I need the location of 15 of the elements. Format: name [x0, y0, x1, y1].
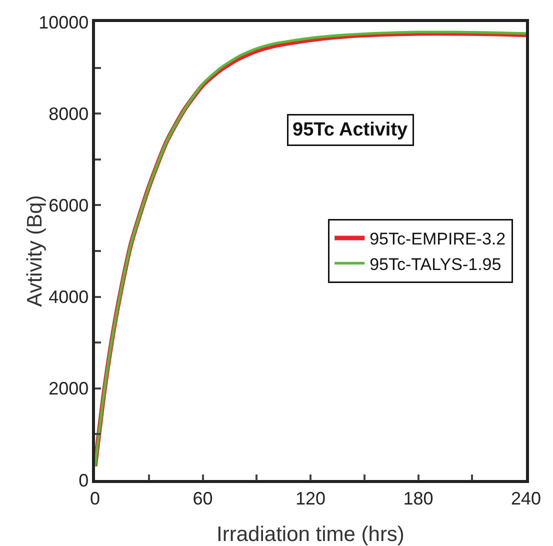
annotation: 95Tc Activity [292, 120, 408, 140]
y-tick-label: 4000 [48, 287, 89, 308]
x-tick-label: 60 [192, 488, 213, 508]
y-tick-label: 0 [78, 470, 89, 490]
x-tick-label: 180 [403, 488, 434, 508]
y-tick-label: 8000 [48, 104, 89, 124]
legend-label: 95Tc-EMPIRE-3.2 [370, 230, 506, 249]
x-axis-title: Irradiation time (hrs) [216, 523, 404, 546]
y-tick-label: 10000 [38, 12, 89, 32]
x-tick-label: 120 [295, 488, 326, 508]
y-tick-label: 6000 [48, 196, 89, 216]
y-axis-title: Avtivity (Bq) [24, 195, 46, 307]
y-tick-label: 2000 [48, 378, 89, 399]
legend-label: 95Tc-TALYS-1.95 [370, 254, 502, 274]
x-tick-label: 240 [510, 488, 542, 508]
